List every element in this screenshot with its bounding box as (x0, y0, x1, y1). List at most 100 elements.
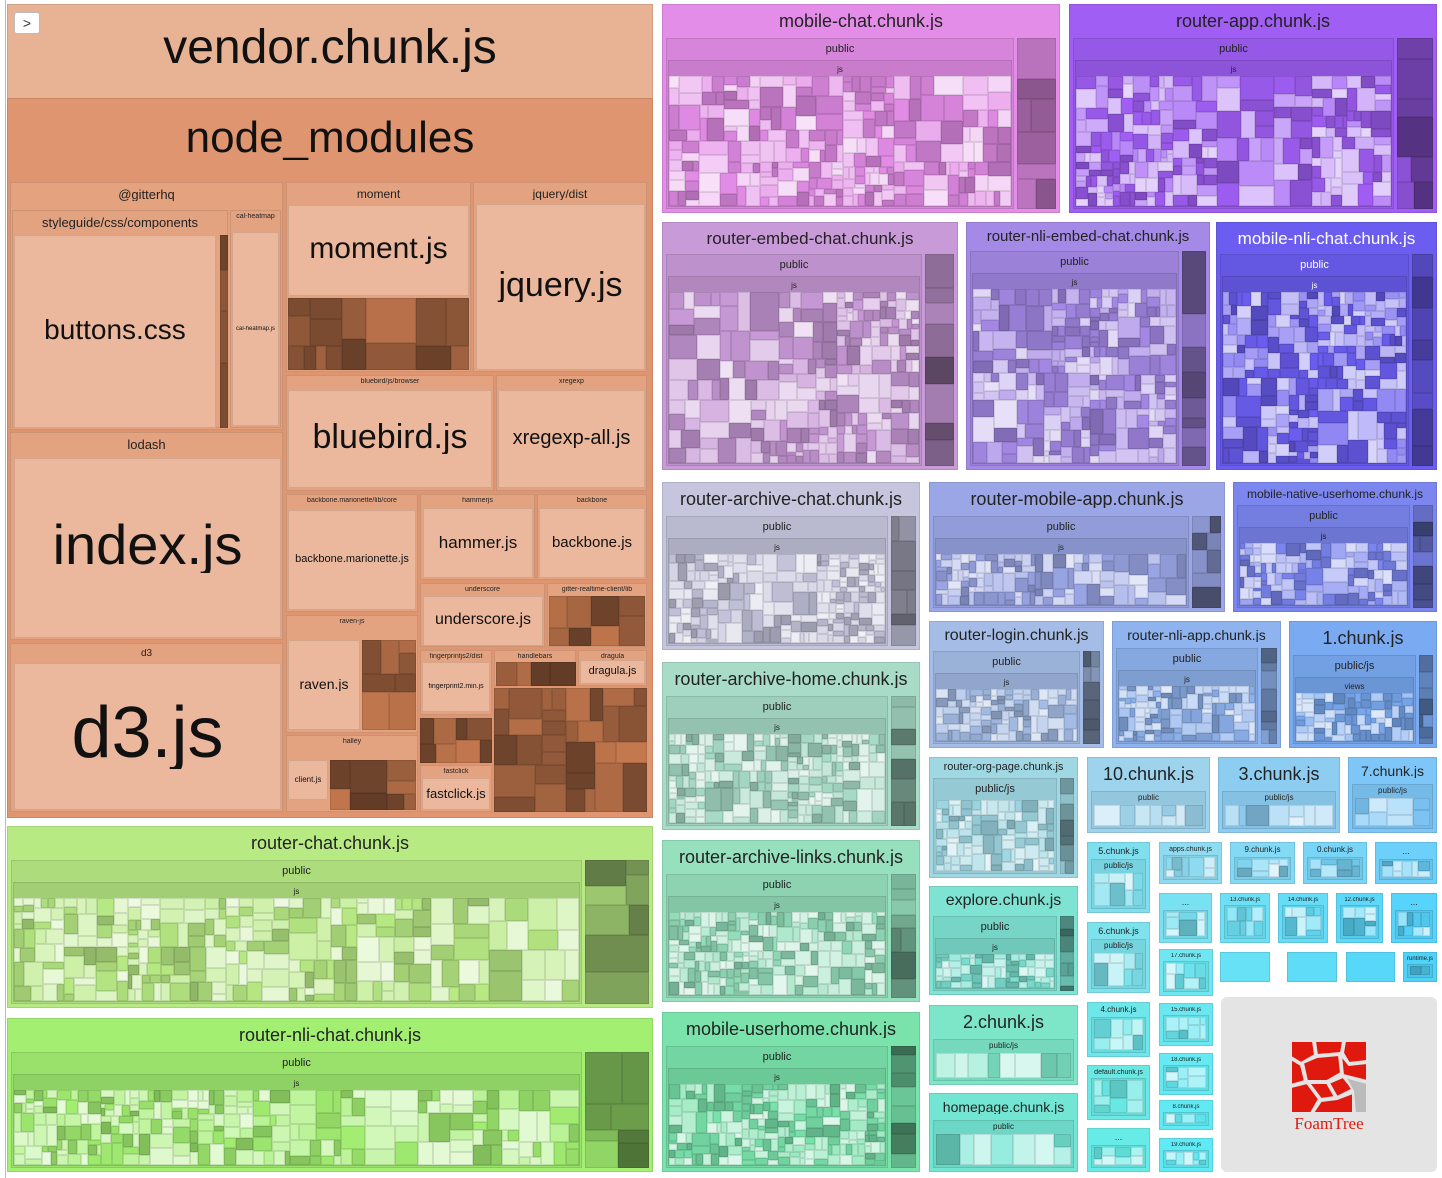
module-cell (749, 942, 763, 952)
module-cell (936, 838, 947, 846)
module-cell (1368, 551, 1376, 560)
module-cell (741, 141, 760, 156)
module-cell (1118, 337, 1140, 347)
module-cell (763, 453, 770, 463)
module-cell (776, 441, 787, 457)
module-cell (595, 763, 623, 812)
module-cell (788, 818, 798, 823)
module-cell (809, 770, 822, 778)
module-cell (342, 339, 366, 370)
module-cell (891, 360, 897, 373)
module-cell (253, 920, 272, 932)
module-cell (1146, 178, 1158, 193)
module-cell (418, 1113, 429, 1143)
module-cell (758, 912, 766, 926)
module-cell (891, 516, 899, 542)
module-cell (1374, 145, 1391, 156)
module-cell (682, 1099, 698, 1113)
module-cell (886, 76, 894, 89)
module-cell (1017, 38, 1056, 80)
module-cell (764, 420, 780, 442)
module-cell (128, 965, 139, 976)
module-cell (1276, 414, 1289, 428)
module-cell (1041, 983, 1050, 988)
module-cell (995, 978, 1006, 988)
module-cell (998, 799, 1009, 812)
module-cell (499, 1090, 519, 1110)
module-cell (1261, 688, 1277, 711)
module-cell (1140, 326, 1150, 347)
module-cell (860, 365, 872, 375)
module-cell (288, 316, 310, 346)
module-cell (1008, 359, 1016, 373)
module-cell (1321, 865, 1337, 877)
module-cell (1149, 447, 1158, 457)
module-cell (331, 908, 342, 926)
module-cell (719, 1157, 728, 1165)
module-cell (948, 589, 961, 597)
module-cell (1119, 716, 1128, 731)
module-cell (686, 448, 700, 463)
module-cell (984, 592, 998, 605)
module-cell (1038, 807, 1046, 824)
module-cell (1060, 916, 1074, 930)
module-cell (1106, 396, 1117, 409)
module-cell (1397, 363, 1406, 372)
module-cell (81, 1124, 91, 1141)
module-cell (14, 1113, 21, 1133)
module-cell (766, 746, 776, 762)
module-cell (1052, 309, 1066, 318)
module-group-label: public (762, 880, 792, 892)
module-cell (114, 898, 128, 914)
module-cell (1090, 408, 1103, 434)
module-cell (891, 346, 900, 361)
module-cell (55, 898, 64, 909)
module-cell (1090, 374, 1099, 385)
module-cell (1252, 871, 1269, 877)
module-cell (891, 900, 916, 916)
module-cell (1217, 138, 1237, 162)
module-cell (774, 602, 793, 616)
module-cell (902, 400, 910, 414)
module-cell (1391, 542, 1407, 552)
module-cell (711, 292, 720, 307)
module-cell (1128, 302, 1135, 317)
module-cell (1318, 316, 1331, 325)
module-cell (1017, 132, 1056, 165)
module-cell (1365, 292, 1376, 306)
module-cell (814, 1150, 828, 1160)
module-cell (77, 1140, 88, 1155)
module-cell (949, 954, 961, 962)
module-cell (272, 929, 289, 942)
module-cell (1236, 417, 1261, 428)
module-cell (1061, 456, 1072, 463)
module-cell (1182, 857, 1189, 877)
module-cell (1315, 805, 1333, 826)
module-cell (1411, 157, 1433, 183)
module-cell (502, 1149, 519, 1165)
module-cell (494, 797, 535, 812)
module-cell (867, 1099, 878, 1113)
module-cell (1182, 722, 1196, 735)
module-cell (1061, 446, 1072, 457)
module-cell (394, 937, 414, 953)
module-cell (936, 733, 948, 741)
module-cell (565, 950, 579, 981)
module-cell (732, 940, 741, 953)
module-cell (793, 592, 809, 616)
module-cell (781, 107, 796, 131)
module-cell (724, 126, 737, 132)
module-cell (999, 372, 1016, 390)
module-cell (891, 413, 909, 430)
module-cell (727, 1122, 742, 1134)
module-cell (1076, 169, 1089, 177)
module-cell (289, 960, 300, 973)
module-cell (687, 130, 700, 142)
module-cell (290, 1105, 316, 1125)
module-cell (882, 185, 894, 191)
module-cell (1289, 817, 1304, 826)
module-cell (1253, 547, 1261, 555)
chunk-title: 4.chunk.js (1100, 1006, 1137, 1015)
module-cell (467, 718, 492, 740)
sidebar-toggle[interactable]: > (14, 12, 40, 34)
